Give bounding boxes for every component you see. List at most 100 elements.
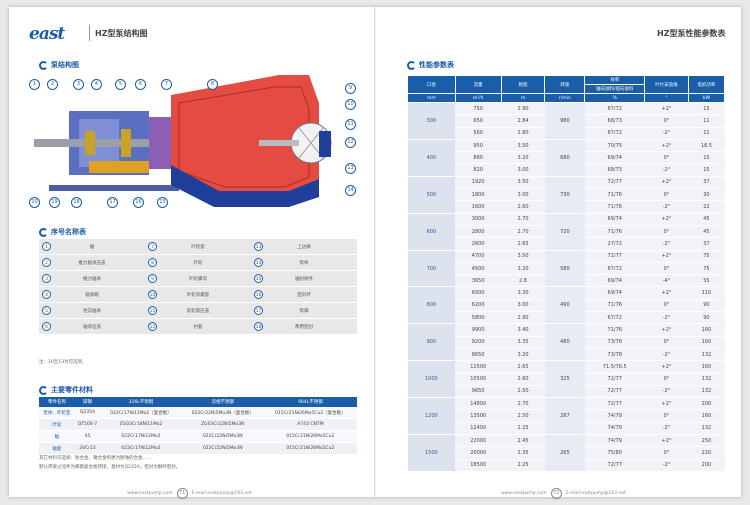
perf-cell: 2.70 [501, 397, 545, 411]
callout-12: 12 [345, 137, 356, 148]
perf-row: 1500 22000 2.45 265 74/79 +2° 250 [407, 434, 725, 472]
part-number: 2 [42, 258, 51, 267]
perf-cell: 1000 [407, 360, 456, 399]
footer-website: www.eastpump.com [127, 491, 173, 496]
footer-email: E-mail:eastpump@163.net [565, 491, 626, 496]
section-ring-icon [39, 60, 48, 70]
parts-cell: 12 衬套 [145, 319, 251, 334]
part-name: 径向轴承 [83, 308, 101, 314]
perf-cell: 71/76 [584, 200, 645, 214]
callout-3: 3 [73, 79, 84, 90]
materials-note-2: 默认焊接过流件为哪钢复合板焊接，基材为Q235A；密封为钢杯密封。 [39, 465, 181, 470]
perf-cell: 70/75 [584, 139, 645, 153]
perf-cell: 2600 [455, 237, 502, 251]
perf-row: 5800 2.90 67/72 -2° 90 [408, 311, 725, 325]
bearing-left [121, 129, 131, 157]
materials-header: 双相不锈钢 [181, 397, 264, 407]
perf-cell: 132 [688, 348, 725, 362]
unit-bore: mm [407, 93, 456, 103]
unit-flow: m³/h [454, 93, 502, 103]
perf-cell: 15 [688, 151, 725, 165]
perf-cell: -2° [644, 163, 689, 177]
part-name: 叶轮 [193, 260, 203, 266]
perf-cell: 5800 [455, 311, 502, 325]
perf-cell: 2.70 [501, 225, 545, 239]
materials-note-1: 其它材料可选择：钛合金、镍合金和更为耐蚀的合金…… [39, 456, 152, 461]
perf-cell: 3.20 [501, 348, 545, 362]
perf-cell: 72/77 [584, 373, 645, 386]
perf-cell: 1200 [407, 397, 456, 436]
perf-cell: 71/76 [584, 323, 645, 337]
perf-cell: 2.70 [501, 213, 545, 226]
perf-cell: 67/72 [584, 102, 645, 116]
section-names-heading: 序号名称表 [39, 227, 86, 237]
left-footer: www.eastpump.com 71 E-mail:eastpump@163.… [127, 488, 252, 499]
perf-cell: 160 [688, 409, 725, 423]
parts-cell: 4 轴承箱 [39, 287, 145, 302]
perf-cell: 950 [455, 139, 502, 153]
materials-table: 零件名称 碳钢 316L不锈钢 双相不锈钢 904L不锈钢 泵体、叶轮室 Q235A 022… [39, 397, 357, 455]
materials-header: 316L不锈钢 [100, 397, 182, 407]
part-number: 3 [42, 274, 51, 283]
perf-cell: 2800 [455, 225, 502, 239]
parts-row: 3 推力轴承 9 叶轮螺母 15 轴封组件 [39, 271, 357, 286]
perf-cell: 0° [644, 409, 689, 423]
perf-cell: 20000 [455, 446, 502, 460]
perf-row: 880 3.20 69/74 0° 15 [408, 151, 725, 165]
perf-cell: 132 [688, 373, 725, 386]
perf-cell: 69/74 [584, 213, 645, 226]
callout-11: 11 [345, 119, 356, 130]
perf-row: 900 9900 3.40 480 71/76 +2° 160 [407, 323, 725, 362]
callout-2: 2 [47, 79, 58, 90]
perf-cell: 3.50 [501, 250, 545, 263]
perf-cell: 2.65 [501, 360, 545, 374]
part-number: 12 [148, 322, 157, 331]
materials-header: 碳钢 [74, 397, 101, 407]
materials-cell: ZG03Cr22Ni5Mo3N [181, 418, 264, 431]
parts-cell: 14 泵体 [251, 255, 357, 270]
perf-cell: +2° [644, 176, 689, 190]
col-eff-sub: 轴向进料/径向进料 [584, 84, 646, 94]
perf-cell: -4° [644, 274, 689, 288]
brochure-spread: east HZ型泵结构图 泵结构图 [9, 7, 741, 499]
pump-drawing-svg [34, 75, 332, 207]
callout-17: 17 [107, 197, 118, 208]
perf-cell: 3.40 [501, 323, 545, 337]
parts-cell: 7 叶轮套 [145, 239, 251, 254]
section-structure-heading: 泵结构图 [39, 60, 79, 70]
materials-row: 轴 45 022Cr17Ni12Mo2 022Cr22Ni5Mo3N 015Cr21Ni… [39, 430, 357, 443]
perf-cell: 3.20 [501, 151, 545, 165]
perf-cell: 2.60 [501, 200, 545, 214]
perf-cell: 900 [407, 323, 456, 362]
perf-cell: 2.45 [501, 434, 545, 448]
materials-header: 904L不锈钢 [263, 397, 357, 407]
perf-cell: 8650 [455, 348, 502, 362]
perf-cell: 9900 [455, 323, 502, 337]
part-name: 泵体 [299, 260, 309, 266]
section-ring-icon [407, 60, 416, 70]
callout-20: 20 [29, 197, 40, 208]
parts-row: 2 推力轴承压盖 8 叶轮 14 泵体 [39, 255, 357, 270]
part-name: 推力轴承压盖 [78, 260, 106, 266]
perf-cell: 560 [455, 127, 502, 140]
part-name: 轴承压盖 [83, 324, 101, 330]
perf-cell: 4500 [455, 262, 502, 276]
callout-8: 8 [207, 79, 218, 90]
perf-cell: 325 [544, 360, 585, 399]
perf-cell: 72/77 [584, 459, 645, 472]
parts-cell: 6 轴承压盖 [39, 319, 145, 334]
perf-cell: 72/77 [584, 250, 645, 263]
materials-cell: QT500-7 [74, 418, 101, 431]
perf-cell: 880 [455, 151, 502, 165]
perf-cell: 2.50 [501, 409, 545, 423]
unit-speed: r/min [544, 93, 586, 103]
perf-row: 1800 3.00 71/76 0° 30 [408, 188, 725, 202]
perf-cell: 71/76 [584, 299, 645, 313]
materials-cell: 022Cr22Ni5Mo3N（复合板） [181, 407, 264, 419]
parts-cell: 2 推力轴承压盖 [39, 255, 145, 270]
base-plate [49, 185, 179, 191]
perf-cell: 250 [688, 434, 725, 448]
callout-10: 10 [345, 99, 356, 110]
perf-cell: 69/74 [584, 286, 645, 300]
materials-cell: 泵体、叶轮室 [39, 407, 75, 419]
